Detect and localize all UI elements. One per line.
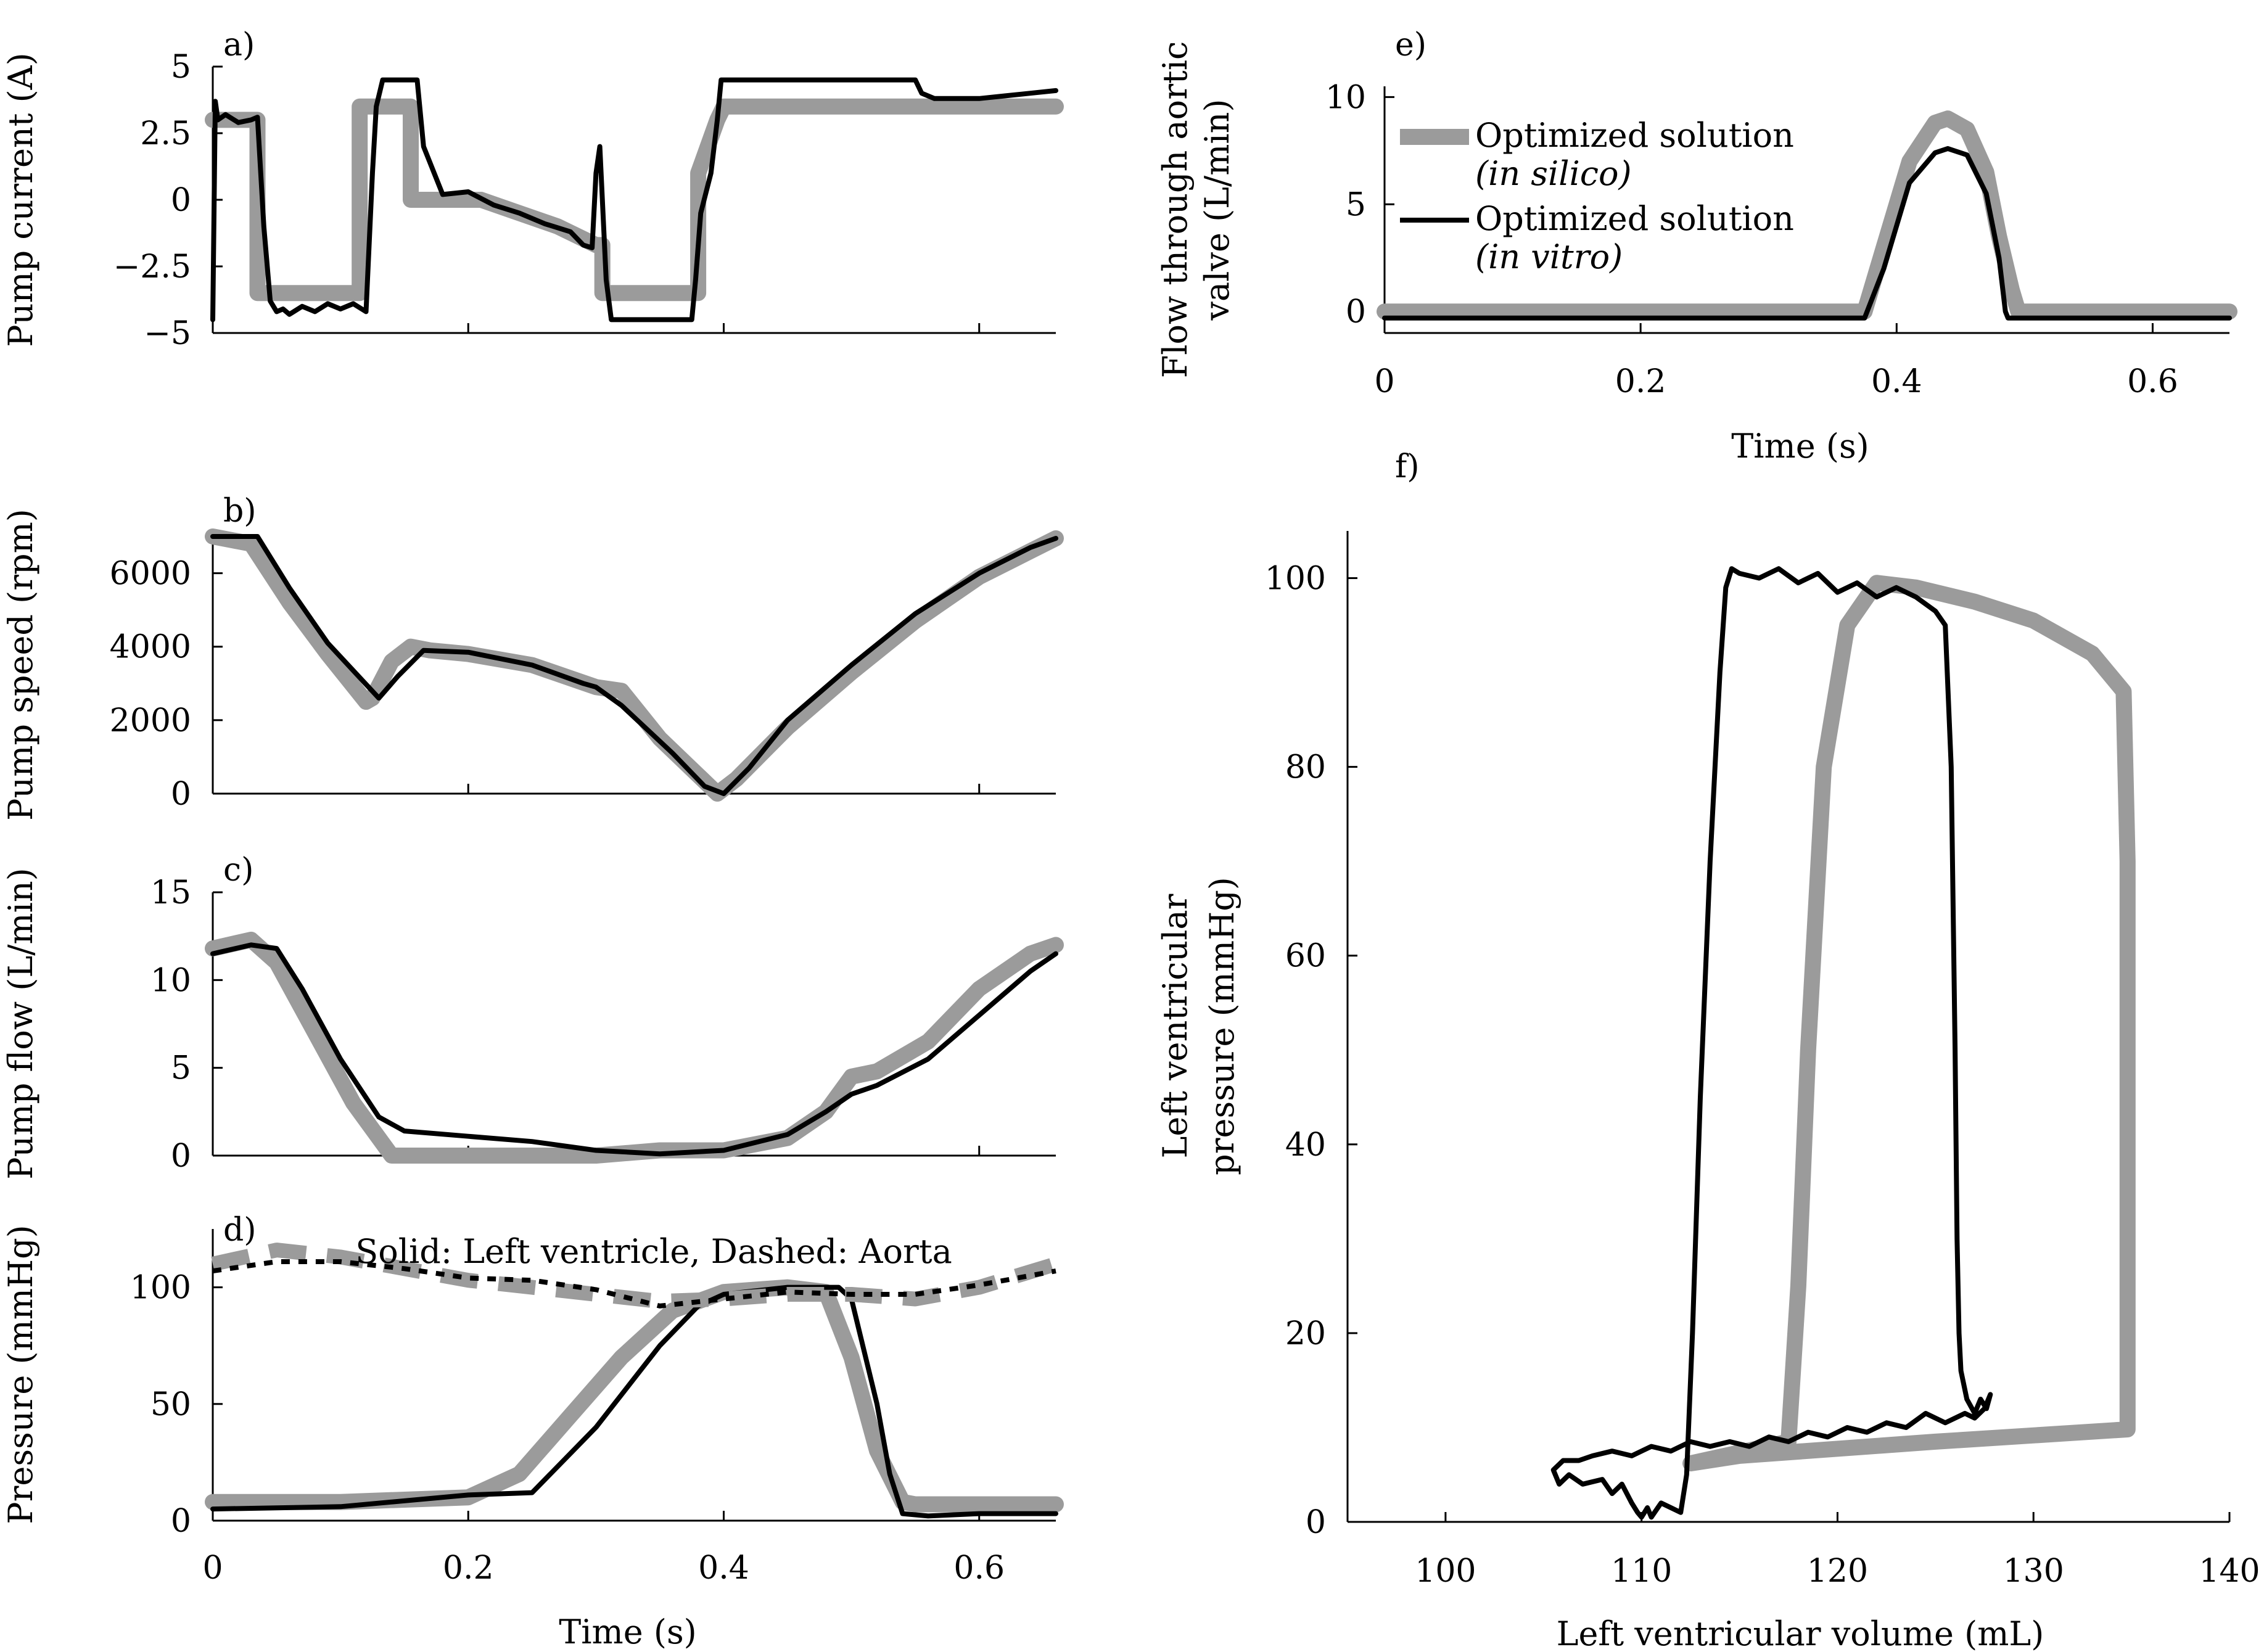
x-tick-label: 0.4 <box>698 1550 749 1587</box>
y-axis-label: Pump flow (L/min) <box>1 868 40 1179</box>
y-tick-label: 50 <box>150 1386 191 1423</box>
y-tick-label: 100 <box>1265 561 1326 598</box>
series-line-vitro <box>210 77 1058 323</box>
series-line-vitro <box>210 942 1058 1157</box>
panel-c: 0 5 10 15 c) Pump flow (L/min) <box>1 852 1064 1180</box>
y-tick-label: 0 <box>171 182 191 219</box>
x-tick-label: 0.2 <box>1615 363 1666 400</box>
series-line-vitro <box>210 1284 1058 1519</box>
y-tick-label: 5 <box>171 1050 191 1087</box>
y-tick-label: 2000 <box>110 702 191 739</box>
y-tick-label: 5 <box>171 49 191 86</box>
y-axis-label: Pump speed (rpm) <box>1 509 40 821</box>
x-tick-label: 110 <box>1611 1553 1672 1590</box>
y-tick-label: 5 <box>1346 186 1366 223</box>
legend-sublabel: (in silico) <box>1475 154 1632 193</box>
y-tick-label: 0 <box>171 776 191 813</box>
series-line-silico <box>205 98 1064 302</box>
legend-label: Optimized solution <box>1475 116 1794 155</box>
y-tick-label: −2.5 <box>113 249 191 286</box>
series-line-silico <box>205 1279 1064 1513</box>
panel-a: −5 −2.5 0 2.5 5 a) Pump current (A) <box>1 27 1064 352</box>
y-tick-label: 15 <box>150 874 191 911</box>
panel-f: 0 20 40 60 80 100 100 110 120 130 140 f) Left ventri… <box>1156 448 2260 1652</box>
x-axis-label: Time (s) <box>1731 427 1869 466</box>
y-axis-label-line: valve (L/min) <box>1198 99 1237 321</box>
panel-e: 0 5 10 0 0.2 0.4 0.6 e) Time (s) Flow through aor… <box>1156 27 2237 466</box>
series-line-vitro-dot <box>212 1259 1056 1309</box>
y-tick-label: 0 <box>1306 1504 1326 1541</box>
y-tick-label: 6000 <box>110 556 191 593</box>
y-tick-label: 100 <box>130 1270 191 1307</box>
series-line-vitro <box>1382 146 2232 321</box>
y-tick-label: 0 <box>171 1138 191 1175</box>
y-tick-label: 10 <box>1325 79 1366 116</box>
x-tick-label: 130 <box>2003 1553 2064 1590</box>
x-tick-label: 0.6 <box>953 1550 1005 1587</box>
panel-label: c) <box>223 852 253 889</box>
x-tick-label: 0.4 <box>1871 363 1922 400</box>
y-axis-label-line: Flow through aortic <box>1156 41 1195 378</box>
x-axis-label: Left ventricular volume (mL) <box>1557 1614 2044 1652</box>
legend-sublabel: (in vitro) <box>1475 237 1623 276</box>
x-tick-label: 0 <box>202 1550 223 1587</box>
y-axis-label: Pressure (mmHg) <box>1 1225 40 1524</box>
legend: Optimized solution(in silico)Optimized s… <box>1400 116 1794 276</box>
panel-title: Solid: Left ventricle, Dashed: Aorta <box>355 1232 952 1271</box>
x-tick-label: 0.6 <box>2127 363 2178 400</box>
y-axis-label: Pump current (A) <box>1 52 40 347</box>
y-axis-label-line: pressure (mmHg) <box>1203 877 1241 1175</box>
y-tick-label: 40 <box>1285 1127 1326 1164</box>
y-tick-label: 0 <box>171 1503 191 1540</box>
y-axis-label-line: Left ventricular <box>1156 894 1195 1158</box>
y-tick-label: −5 <box>144 315 191 352</box>
y-tick-label: 20 <box>1285 1315 1326 1352</box>
x-tick-label: 100 <box>1415 1553 1476 1590</box>
panel-d: 0 50 100 0 0.2 0.4 0.6 d) Solid: Left ventricle,… <box>1 1212 1064 1651</box>
series-line-vitro <box>1550 566 1993 1520</box>
x-tick-label: 0.2 <box>443 1550 494 1587</box>
y-tick-label: 2.5 <box>140 115 191 152</box>
panel-label: e) <box>1395 27 1426 64</box>
legend-label: Optimized solution <box>1475 199 1794 238</box>
y-tick-label: 4000 <box>110 629 191 666</box>
x-tick-label: 140 <box>2199 1553 2260 1590</box>
x-tick-label: 120 <box>1807 1553 1868 1590</box>
x-tick-label: 0 <box>1374 363 1394 400</box>
panel-b: 0 2000 4000 6000 b) Pump speed (rpm) <box>1 493 1064 821</box>
y-axis-label: Flow through aorticvalve (L/min) <box>1156 41 1237 378</box>
y-tick-label: 0 <box>1346 294 1366 331</box>
series-line-silico <box>1377 110 2237 320</box>
y-axis-label: Left ventricular pressure (mmHg) <box>1156 877 1241 1175</box>
series-line-silico <box>205 528 1064 802</box>
panel-label: a) <box>223 27 255 64</box>
y-tick-label: 10 <box>150 962 191 999</box>
series-line-silico <box>1682 575 2136 1472</box>
series-line-silico <box>205 931 1064 1164</box>
y-tick-label: 80 <box>1285 749 1326 786</box>
panel-label: f) <box>1395 448 1420 485</box>
y-tick-label: 60 <box>1285 938 1326 975</box>
series-line-vitro <box>210 534 1058 796</box>
panel-label: b) <box>223 493 257 530</box>
x-axis-label: Time (s) <box>559 1613 696 1651</box>
panel-label: d) <box>223 1212 257 1249</box>
